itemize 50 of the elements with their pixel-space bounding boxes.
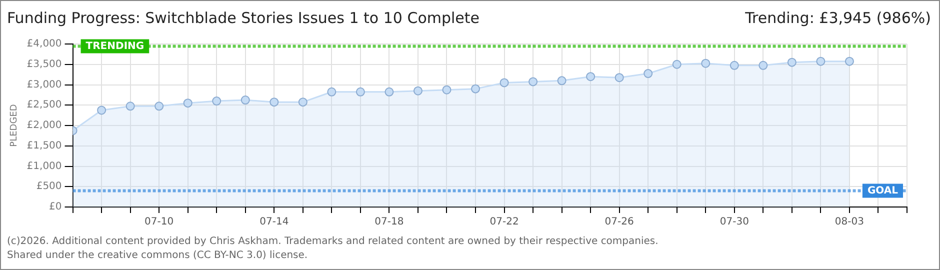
point (730, 60, 739, 70)
point (154, 102, 164, 111)
point (586, 72, 596, 82)
point (471, 84, 480, 94)
y-tick-label: £2,000 (26, 120, 62, 132)
y-tick-label: £2,500 (26, 100, 62, 111)
y-tick-label: £0 (49, 202, 62, 213)
point (126, 102, 135, 111)
point (816, 56, 826, 66)
point (758, 60, 768, 70)
text: Shared under the creative commons (CC BY-NC 3.0) license. (7, 249, 309, 263)
point (844, 56, 854, 66)
y-tick-label: £1,000 (26, 160, 62, 172)
point (327, 87, 336, 96)
point (356, 87, 365, 96)
x-tick-label: 07-30 (720, 216, 749, 228)
ref-line-label: GOAL (867, 185, 899, 196)
point (240, 96, 250, 105)
point (183, 98, 192, 108)
x-tick-label: 07-18 (374, 216, 404, 228)
point (298, 98, 308, 107)
point (97, 106, 106, 115)
point (557, 76, 566, 86)
point (701, 58, 710, 68)
chart-subtitle: Trending: £3,945 (986%) (745, 9, 931, 27)
y-tick-label: £500 (36, 181, 62, 192)
y-tick-label: £3,500 (26, 58, 62, 70)
point (528, 77, 538, 86)
point (442, 85, 452, 94)
ref-line-label: TRENDING (86, 40, 144, 52)
y-tick-label: £1,500 (26, 140, 62, 152)
point (500, 78, 509, 88)
point (212, 96, 222, 106)
y-tick-label: £4,000 (26, 38, 62, 50)
point (413, 86, 422, 96)
x-tick-label: 07-22 (490, 216, 519, 228)
chart-title: Funding Progress: Switchblade Stories Issues 1 to 10 Complete (7, 9, 480, 27)
point (644, 69, 653, 78)
x-tick-label: 07-26 (604, 216, 634, 228)
y-tick-label: £3,000 (26, 79, 62, 90)
point (787, 58, 796, 67)
x-tick-label: 07-14 (260, 216, 289, 228)
point (270, 98, 279, 107)
x-tick-label: 08-03 (834, 216, 864, 228)
text: (c)2026. Additional content provided by Chris Askham. Trademarks and related content are owned by their respective companies. (7, 235, 658, 249)
x-tick-label: 07-10 (144, 216, 174, 228)
point (384, 87, 394, 96)
point (614, 73, 624, 82)
point (672, 60, 682, 69)
y-axis-title: PLEDGED (10, 104, 20, 147)
